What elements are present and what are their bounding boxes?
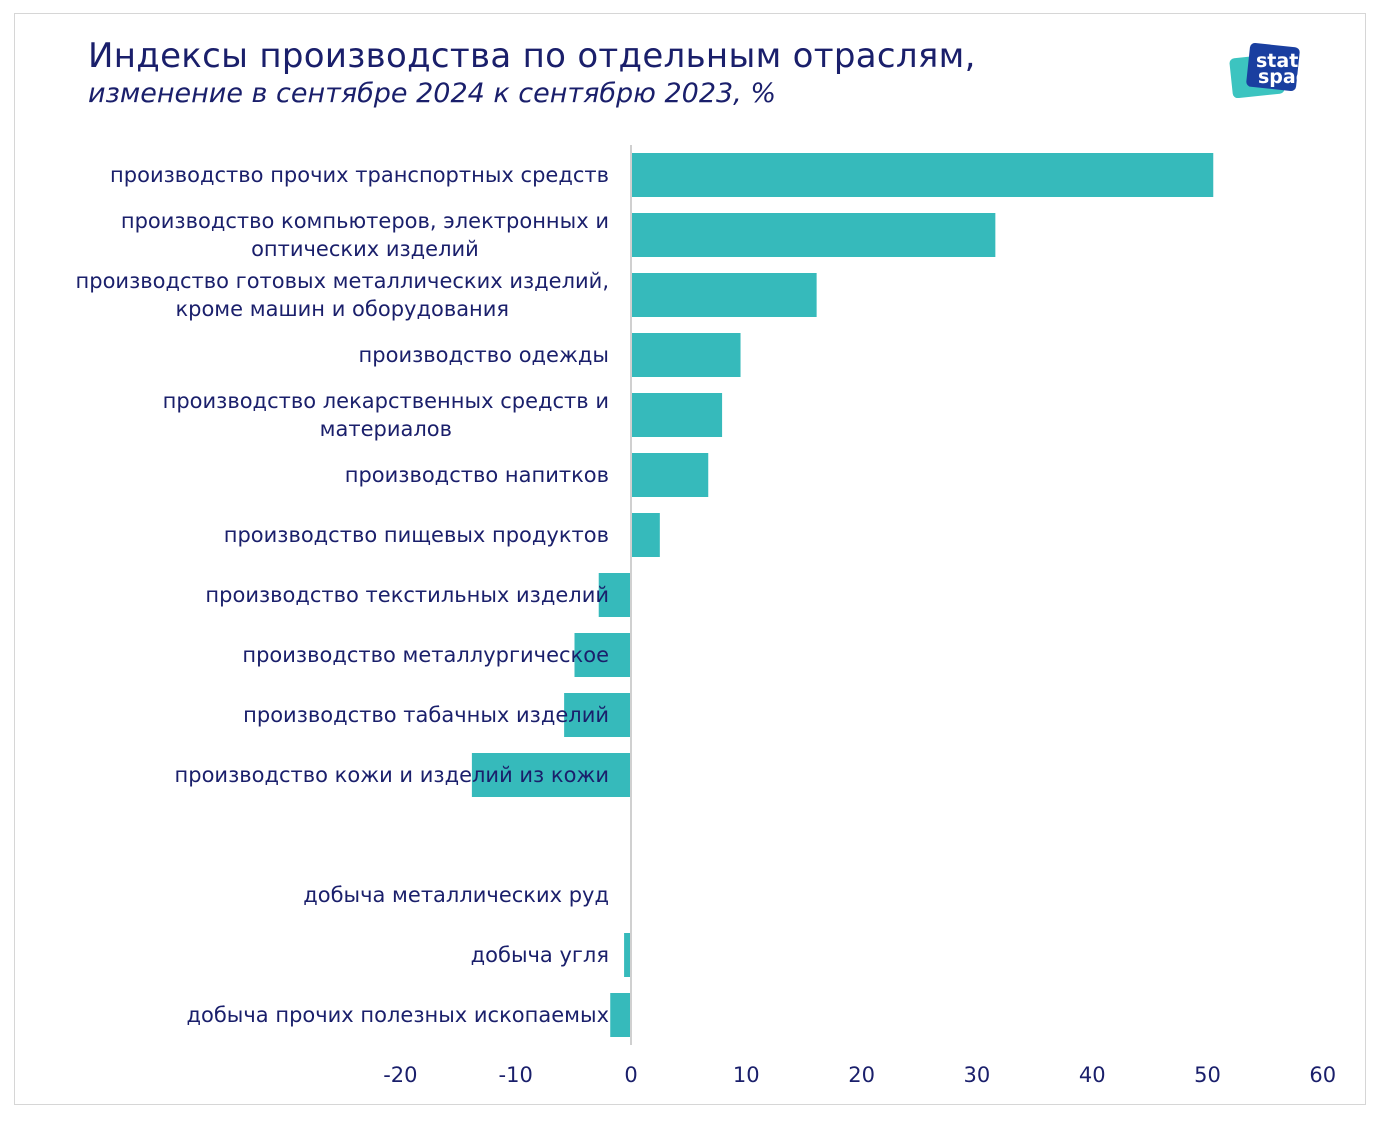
x-tick-label: 40 [1079,1063,1106,1087]
category-label: производство готовых металлических издел… [76,269,609,321]
svg-text:space: space [1258,66,1320,88]
category-label: производство табачных изделий [243,703,609,727]
bar [631,153,1214,197]
x-tick-label: 20 [848,1063,875,1087]
chart-frame [14,13,1366,1105]
bar [598,573,631,617]
x-tick-label: 10 [733,1063,760,1087]
category-label: производство прочих транспортных средств [110,163,609,187]
category-label: производство лекарственных средств и мате… [163,389,609,441]
chart-subtitle: изменение в сентябре 2024 к сентябрю 202… [88,78,776,109]
statspace-logo: stat space [1229,43,1320,98]
bar [610,993,631,1037]
bar [631,453,709,497]
category-label: производство одежды [359,343,609,367]
category-label: добыча металлических руд [303,883,609,907]
category-label: производство напитков [345,463,609,487]
bar [574,633,631,677]
category-label: производство металлургическое [242,643,609,667]
x-tick-label: 30 [964,1063,991,1087]
svg-text:stat: stat [1256,50,1298,72]
x-tick-label: 60 [1309,1063,1336,1087]
chart-title: Индексы производства по отдельным отрасл… [88,36,976,76]
bar [631,213,996,257]
bar [624,933,631,977]
category-label: производство кожи и изделий из кожи [175,763,609,787]
x-tick-label: -20 [383,1063,417,1087]
bar [631,513,660,557]
bar [631,393,723,437]
bar [631,333,741,377]
category-label: добыча прочих полезных ископаемых [186,1003,609,1027]
x-tick-label: 0 [624,1063,637,1087]
bar [564,693,631,737]
x-tick-label: -10 [499,1063,533,1087]
bar [471,753,631,797]
category-label: производство пищевых продуктов [224,523,609,547]
category-label: производство текстильных изделий [205,583,609,607]
category-label: добыча угля [471,943,609,967]
x-tick-label: 50 [1194,1063,1221,1087]
bar [631,273,817,317]
